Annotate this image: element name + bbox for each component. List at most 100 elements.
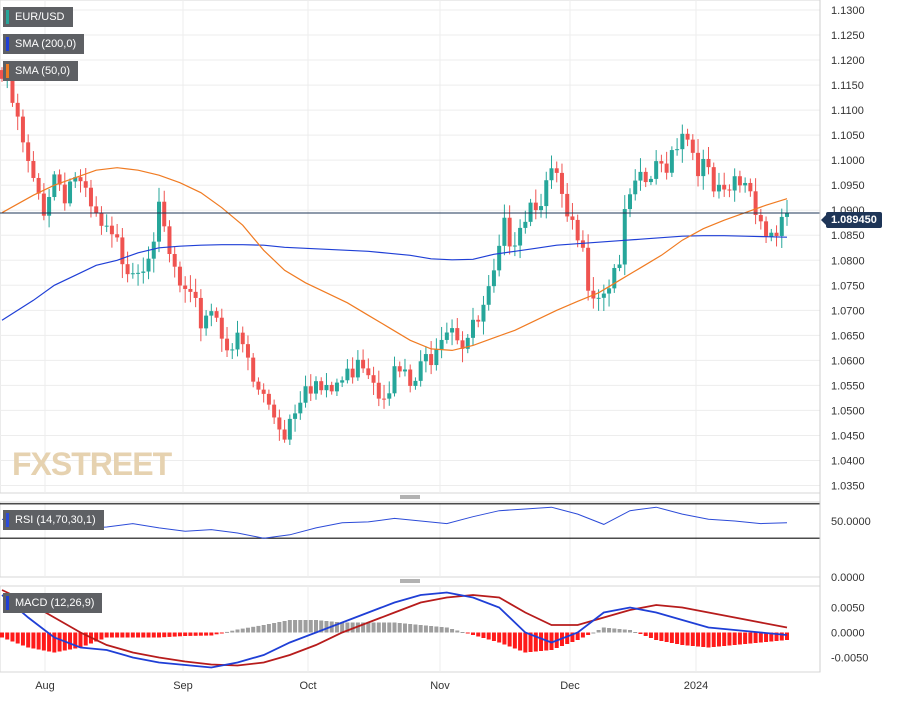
candle-body [612,267,617,289]
candle-body [183,285,188,289]
macd-hist-bar [507,632,512,647]
candle-body [120,237,125,265]
legend-sma50-swatch [6,64,9,78]
macd-hist-bar [512,632,517,649]
candle-body [439,339,444,350]
candle-body [361,359,366,369]
macd-hist-bar [402,623,407,633]
sma200-line [1,235,788,321]
macd-hist-bar [0,632,4,638]
macd-hist-bar [434,626,439,633]
candle-body [727,189,732,191]
macd-hist-bar [450,629,455,633]
candle-body [507,217,512,247]
macd-hist-bar [549,632,554,650]
candle-body [685,133,690,140]
price-tick-label: 1.0400 [831,455,865,467]
macd-hist-bar [429,626,434,633]
macd-hist-bar [198,632,203,636]
legend-rsi[interactable]: RSI (14,70,30,1) [3,510,104,530]
price-tick-label: 1.0800 [831,255,865,267]
candle-body [664,163,669,173]
candle-body [722,184,727,190]
macd-hist-bar [78,632,83,648]
candle-body [711,167,716,192]
price-tick-label: 1.1100 [831,105,864,117]
candle-body [62,184,67,204]
price-tick-label: 1.1200 [831,55,865,67]
candle-body [88,187,93,207]
macd-hist-bar [727,632,732,646]
macd-hist-bar [680,632,685,645]
macd-hist-bar [706,632,711,648]
macd-hist-bar [408,624,413,633]
macd-hist-bar [711,632,716,647]
macd-hist-bar [256,625,261,633]
candle-body [109,225,114,235]
macd-hist-bar [774,632,779,641]
legend-macd-swatch [6,596,9,610]
legend-pair[interactable]: EUR/USD [3,7,73,27]
legend-macd[interactable]: MACD (12,26,9) [3,593,103,613]
macd-hist-bar [643,632,648,636]
macd-hist-bar [596,630,601,633]
candle-body [648,178,653,183]
legend-sma200[interactable]: SMA (200,0) [3,34,85,54]
price-tick-label: 1.0500 [831,405,865,417]
candle-body [497,245,502,271]
macd-hist-bar [319,620,324,633]
candle-body [580,240,585,248]
macd-hist-bar [607,628,612,633]
macd-hist-bar [523,632,528,653]
legend-sma200-swatch [6,37,9,51]
candle-body [345,368,350,381]
macd-hist-bar [382,622,387,633]
macd-hist-bar [177,632,182,637]
candle-body [764,221,769,237]
candle-body [565,193,570,217]
legend-pair-swatch [6,10,9,24]
macd-hist-bar [214,632,219,635]
candle-body [465,337,470,349]
candles-group [0,62,789,445]
candle-body [334,382,339,392]
x-tick-label: Aug [35,680,55,692]
macd-hist-bar [15,632,20,644]
macd-hist-bar [26,632,31,648]
candle-body [774,232,779,236]
candle-body [219,317,224,339]
price-tick-label: 1.0550 [831,380,865,392]
candle-body [769,232,774,237]
macd-hist-bar [544,632,549,651]
rsi-line [1,506,788,539]
candle-body [130,273,135,275]
candle-body [245,344,250,358]
macd-hist-bar [261,625,266,633]
legend-sma50[interactable]: SMA (50,0) [3,61,79,81]
x-tick-label: Nov [430,680,450,692]
candle-body [444,332,449,340]
candle-body [329,384,334,392]
macd-hist-bar [314,620,318,633]
candle-body [303,386,308,403]
candle-body [319,381,324,391]
candle-body [287,418,292,440]
candle-body [690,139,695,153]
macd-hist-bar [486,632,491,640]
macd-hist-bar [737,632,742,645]
candle-body [308,386,313,394]
candle-body [654,161,659,179]
macd-hist-bar [277,622,282,633]
candle-body [314,381,318,394]
candle-body [429,354,434,366]
candle-body [99,212,104,226]
candle-body [675,149,680,151]
candle-body [779,216,784,236]
macd-hist-bar [151,632,156,638]
macd-hist-bar [455,630,460,633]
candle-body [214,311,219,318]
candle-body [162,201,167,227]
candle-body [533,202,538,211]
legend-sma50-label: SMA (50,0) [15,65,71,77]
macd-hist-bar [638,632,643,634]
